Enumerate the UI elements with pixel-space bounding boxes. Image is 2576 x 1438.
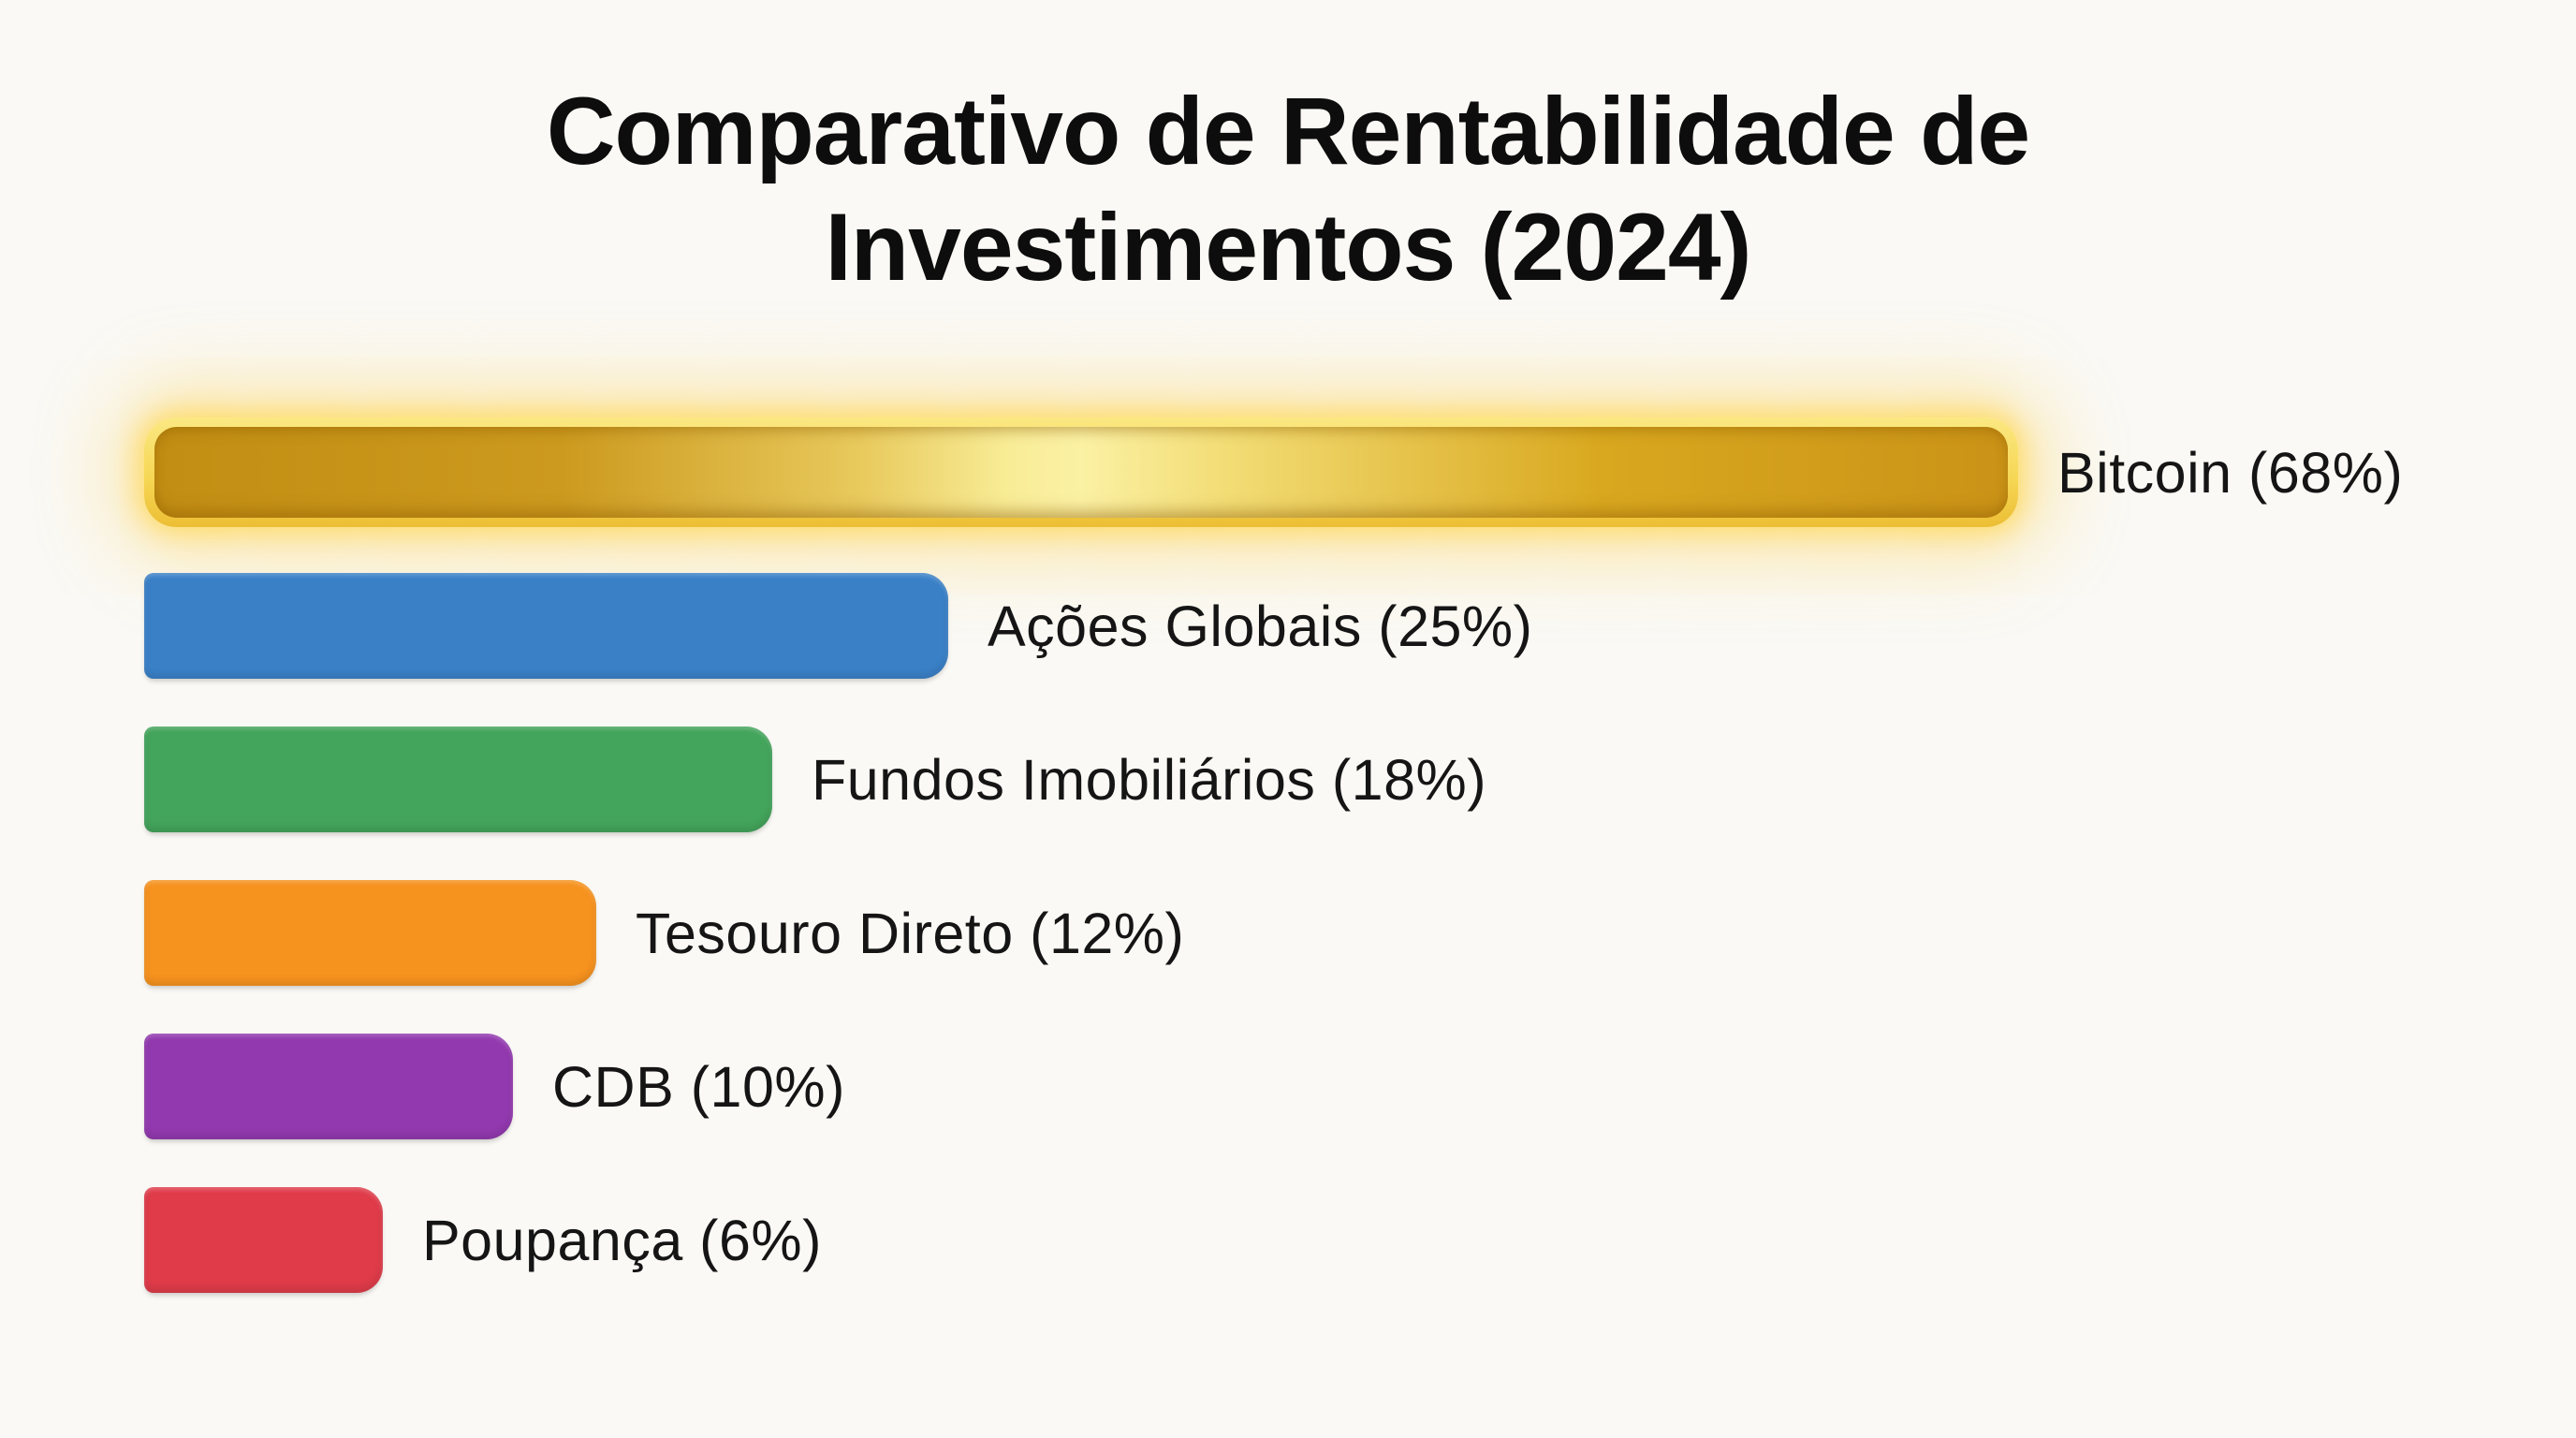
chart-title-line2: Investimentos (2024) [825,194,1751,301]
bar-cdb [144,1034,513,1139]
bar-label: Ações Globais (25%) [988,594,1533,658]
bar-bitcoin-gold [144,418,2018,527]
bar-label: Tesouro Direto (12%) [636,901,1185,965]
bar-fundos-imobiliarios [144,726,772,832]
bar-row: Tesouro Direto (12%) [144,880,1184,986]
chart-title: Comparativo de Rentabilidade de Investim… [371,73,2205,306]
bar-row: Bitcoin (68%) [144,418,2404,527]
bar-tesouro-direto [144,880,596,986]
chart-title-line1: Comparativo de Rentabilidade de [546,78,2030,184]
bar-row: CDB (10%) [144,1034,845,1139]
bar-row: Fundos Imobiliários (18%) [144,726,1486,832]
bar-poupanca [144,1187,383,1293]
bar-row: Poupança (6%) [144,1187,822,1293]
bar-row: Ações Globais (25%) [144,573,1532,679]
bar-rows: Bitcoin (68%) Ações Globais (25%) Fundos I… [144,418,2576,1356]
bar-bitcoin-gold-fill [154,427,2008,518]
bar-label: Poupança (6%) [422,1208,822,1272]
bar-label: Fundos Imobiliários (18%) [812,747,1487,812]
bar-label: Bitcoin (68%) [2057,440,2404,505]
bar-acoes-globais [144,573,948,679]
bar-label: CDB (10%) [552,1054,845,1119]
